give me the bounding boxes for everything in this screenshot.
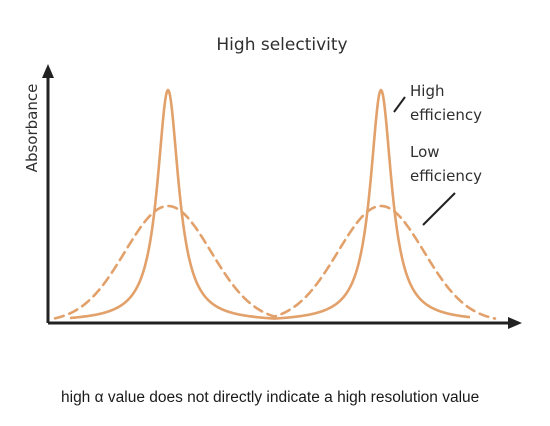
low-efficiency-curve (53, 204, 497, 320)
diagram-title: High selectivity (216, 35, 347, 55)
chromatogram-diagram: High selectivity Absorbance High efficie… (23, 35, 522, 329)
x-axis-arrowhead (508, 317, 522, 329)
y-axis-arrowhead (42, 64, 54, 78)
high-efficiency-label-line2: efficiency (410, 106, 482, 124)
caption: high α value does not directly indicate … (61, 389, 480, 406)
y-axis-label: Absorbance (23, 84, 41, 173)
high-efficiency-curve (69, 88, 471, 320)
low-efficiency-leader-line (422, 192, 456, 226)
low-efficiency-label-line2: efficiency (410, 167, 482, 185)
low-efficiency-label-line1: Low (410, 143, 440, 161)
high-efficiency-leader-line (393, 96, 406, 113)
high-efficiency-label-line1: High (410, 82, 444, 100)
